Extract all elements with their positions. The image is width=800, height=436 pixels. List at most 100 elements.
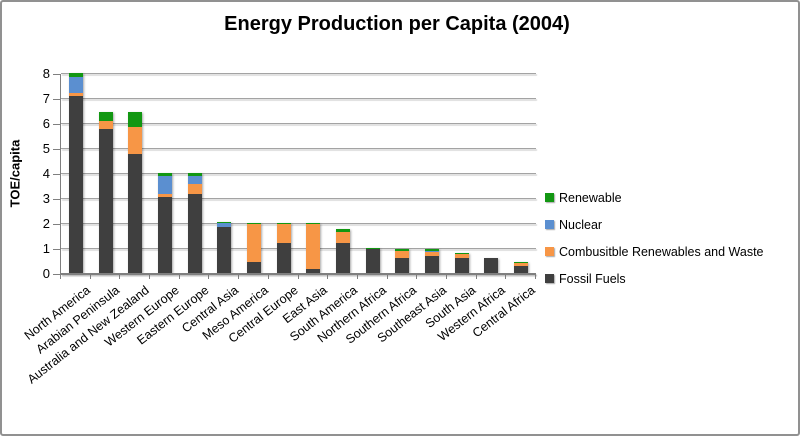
bar-segment-combusitble-renewables-and-waste [306, 224, 321, 270]
bar-segment-renewable [217, 221, 232, 223]
bar-segment-renewable [425, 249, 440, 251]
legend-swatch-icon [545, 247, 554, 256]
bar-segment-combusitble-renewables-and-waste [514, 263, 529, 266]
bar-segment-fossil-fuels [276, 243, 291, 273]
gridline-6 [61, 123, 536, 124]
x-tick-mark [60, 274, 61, 279]
bar-segment-combusitble-renewables-and-waste [246, 224, 261, 262]
legend-item-nuclear: Nuclear [545, 217, 764, 232]
x-tick-mark [208, 274, 209, 279]
bar-northern-africa [365, 248, 380, 273]
gridline-2 [61, 223, 536, 224]
bar-segment-combusitble-renewables-and-waste [276, 224, 291, 243]
y-tick-label-5: 5 [42, 141, 50, 156]
plot-area [60, 73, 536, 275]
bar-segment-renewable [246, 223, 261, 225]
bar-segment-renewable [276, 223, 291, 225]
bar-segment-nuclear [68, 76, 83, 93]
bar-segment-nuclear [425, 250, 440, 252]
bar-segment-fossil-fuels [128, 154, 143, 273]
x-axis-label-northern-africa: Northern Africa [315, 283, 390, 346]
x-axis-line [61, 273, 536, 275]
y-tick-label-6: 6 [42, 116, 50, 131]
bar-segment-renewable [514, 261, 529, 263]
legend-item-combusitble-renewables-and-waste: Combusitble Renewables and Waste [545, 244, 764, 259]
gridline-1 [61, 248, 536, 249]
y-tick-label-2: 2 [42, 216, 50, 231]
x-tick-mark [238, 274, 239, 279]
bar-segment-fossil-fuels [98, 129, 113, 273]
bar-segment-renewable [157, 173, 172, 176]
bar-segment-renewable [187, 173, 202, 176]
bar-segment-fossil-fuels [68, 95, 83, 273]
gridline-3 [61, 198, 536, 199]
bar-segment-fossil-fuels [484, 258, 499, 273]
x-tick-mark [298, 274, 299, 279]
x-tick-mark [119, 274, 120, 279]
bar-segment-fossil-fuels [246, 261, 261, 273]
bar-segment-renewable [395, 249, 410, 251]
x-tick-mark [268, 274, 269, 279]
y-tick-mark [53, 249, 60, 250]
x-tick-mark [535, 274, 536, 279]
x-tick-mark [416, 274, 417, 279]
bar-australia-and-new-zealand [128, 111, 143, 273]
y-tick-label-1: 1 [42, 241, 50, 256]
bar-segment-renewable [98, 111, 113, 121]
y-tick-label-0: 0 [42, 266, 50, 281]
y-tick-mark [53, 149, 60, 150]
bar-segment-renewable [454, 253, 469, 255]
legend-label: Fossil Fuels [559, 271, 626, 286]
x-tick-mark [446, 274, 447, 279]
y-tick-mark [53, 124, 60, 125]
x-axis-label-south-asia: South Asia [422, 283, 479, 331]
bar-meso-america [246, 223, 261, 273]
bar-eastern-europe [187, 173, 202, 273]
x-tick-mark [179, 274, 180, 279]
y-tick-mark [53, 199, 60, 200]
bar-segment-fossil-fuels [514, 265, 529, 273]
bar-central-asia [217, 221, 232, 273]
bar-segment-combusitble-renewables-and-waste [68, 93, 83, 96]
legend-label: Nuclear [559, 217, 603, 232]
y-tick-mark [53, 174, 60, 175]
bar-segment-renewable [365, 248, 380, 250]
bar-segment-combusitble-renewables-and-waste [98, 120, 113, 130]
bar-segment-fossil-fuels [187, 194, 202, 273]
bar-south-asia [454, 253, 469, 273]
x-axis-label-east-asia: East Asia [280, 283, 330, 327]
x-axis-label-north-america: North America [21, 283, 93, 343]
y-tick-mark [53, 274, 60, 275]
x-axis-label-central-europe: Central Europe [225, 283, 301, 346]
x-axis-label-meso-america: Meso America [199, 283, 271, 343]
x-tick-mark [149, 274, 150, 279]
bar-central-africa [514, 261, 529, 273]
legend-swatch-icon [545, 220, 554, 229]
bar-segment-combusitble-renewables-and-waste [128, 126, 143, 155]
legend-label: Combusitble Renewables and Waste [559, 244, 764, 259]
bar-north-america [68, 73, 83, 273]
bar-segment-nuclear [157, 175, 172, 195]
legend: Renewable Nuclear Combusitble Renewables a… [545, 191, 764, 299]
x-tick-mark [387, 274, 388, 279]
bar-south-america [336, 229, 351, 273]
chart-title: Energy Production per Capita (2004) [224, 13, 570, 35]
legend-swatch-icon [545, 193, 554, 202]
x-axis-label-arabian-peninsula: Arabian Peninsula [33, 283, 123, 357]
bar-segment-fossil-fuels [365, 249, 380, 273]
x-axis-label-western-africa: Western Africa [435, 283, 509, 344]
y-tick-label-3: 3 [42, 191, 50, 206]
bar-segment-fossil-fuels [454, 258, 469, 273]
x-axis-label-western-europe: Western Europe [101, 283, 182, 350]
bar-arabian-peninsula [98, 111, 113, 273]
y-tick-label-8: 8 [42, 66, 50, 81]
y-tick-label-7: 7 [42, 91, 50, 106]
y-tick-mark [53, 99, 60, 100]
bar-central-europe [276, 223, 291, 273]
x-tick-mark [357, 274, 358, 279]
bar-segment-renewable [128, 111, 143, 127]
bar-segment-fossil-fuels [217, 226, 232, 273]
bar-east-asia [306, 223, 321, 273]
bar-segment-nuclear [217, 223, 232, 227]
bar-segment-renewable [68, 73, 83, 77]
